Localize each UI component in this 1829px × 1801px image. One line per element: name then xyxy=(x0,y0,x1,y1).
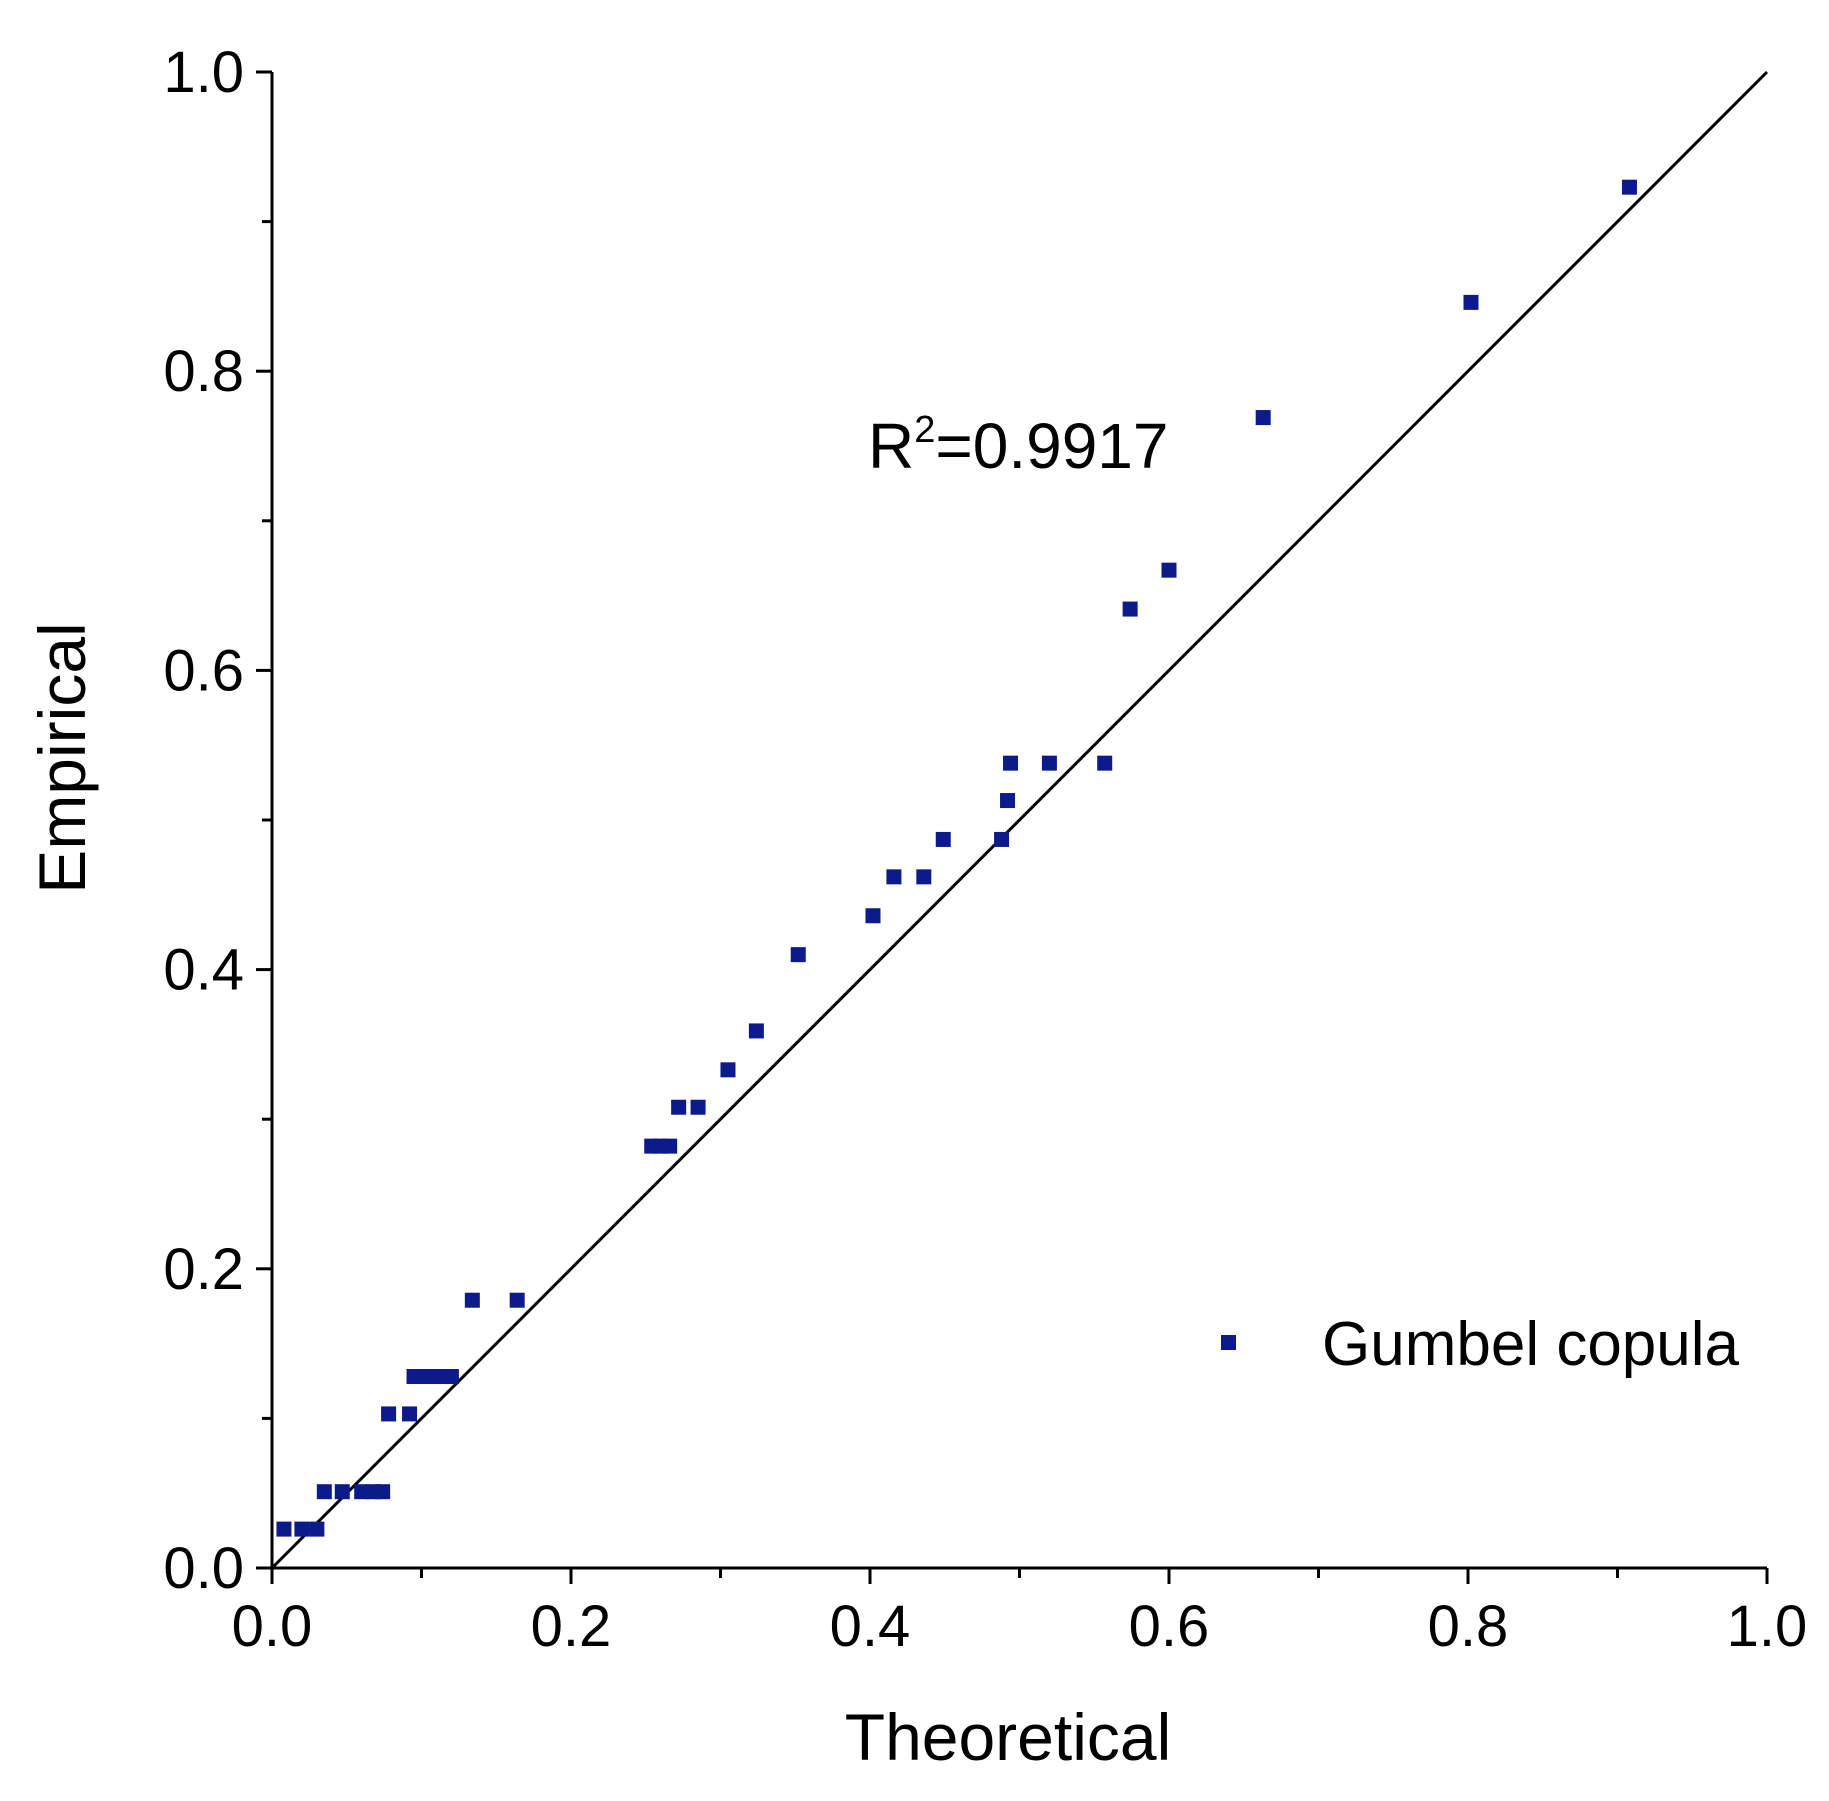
data-point xyxy=(1621,179,1637,195)
data-point xyxy=(354,1484,370,1500)
x-tick-label: 1.0 xyxy=(1727,1594,1808,1659)
data-point xyxy=(402,1406,418,1422)
data-point xyxy=(294,1521,310,1537)
data-point xyxy=(662,1138,678,1154)
legend: Gumbel copula xyxy=(1221,1310,1740,1379)
y-tick-label: 0.6 xyxy=(163,638,244,703)
data-point xyxy=(916,869,932,885)
data-point xyxy=(865,908,881,924)
data-point xyxy=(443,1369,459,1385)
y-axis-label: Empirical xyxy=(25,622,99,893)
data-point xyxy=(935,831,951,847)
data-point xyxy=(381,1406,397,1422)
data-point xyxy=(334,1484,350,1500)
data-point xyxy=(1255,410,1271,426)
data-point xyxy=(886,869,902,885)
y-tick-label: 0.4 xyxy=(163,938,244,1003)
data-point xyxy=(1463,294,1479,310)
y-tick-label: 0.0 xyxy=(163,1536,244,1601)
r-squared-superscript: 2 xyxy=(914,409,935,451)
x-tick-label: 0.8 xyxy=(1428,1594,1509,1659)
data-point xyxy=(1161,562,1177,578)
legend-label: Gumbel copula xyxy=(1322,1310,1740,1379)
data-point xyxy=(1003,755,1019,771)
y-tick-label: 0.2 xyxy=(163,1237,244,1302)
r-squared-base: R xyxy=(868,410,914,482)
data-point xyxy=(1041,755,1057,771)
tick-labels: 0.0 0.2 0.4 0.6 0.8 1.0 0.0 0.2 0.4 0.6 0.8 1.0 xyxy=(163,40,1807,1659)
legend-marker xyxy=(1221,1335,1236,1350)
data-point xyxy=(276,1521,292,1537)
data-point xyxy=(1122,601,1138,617)
data-point xyxy=(509,1292,525,1308)
data-point xyxy=(671,1099,687,1115)
data-points xyxy=(276,179,1637,1537)
data-point xyxy=(309,1521,325,1537)
x-axis-label: Theoretical xyxy=(845,1700,1172,1774)
data-point xyxy=(690,1099,706,1115)
ticks xyxy=(256,70,1769,1584)
x-tick-label: 0.2 xyxy=(531,1594,612,1659)
reference-line xyxy=(270,70,1769,1570)
r-squared-annotation: R2=0.9917 xyxy=(868,409,1168,482)
r-squared-value: =0.9917 xyxy=(935,410,1168,482)
data-point xyxy=(316,1484,332,1500)
y-tick-label: 0.8 xyxy=(163,339,244,404)
data-point xyxy=(790,947,806,963)
data-point xyxy=(720,1062,736,1078)
x-tick-label: 0.4 xyxy=(830,1594,911,1659)
data-point xyxy=(1000,793,1016,809)
data-point xyxy=(1097,755,1113,771)
x-tick-label: 0.0 xyxy=(232,1594,313,1659)
data-point xyxy=(464,1292,480,1308)
y-tick-label: 1.0 xyxy=(163,40,244,105)
data-point xyxy=(748,1023,764,1039)
data-point xyxy=(994,831,1010,847)
x-tick-label: 0.6 xyxy=(1129,1594,1210,1659)
data-point xyxy=(375,1484,391,1500)
